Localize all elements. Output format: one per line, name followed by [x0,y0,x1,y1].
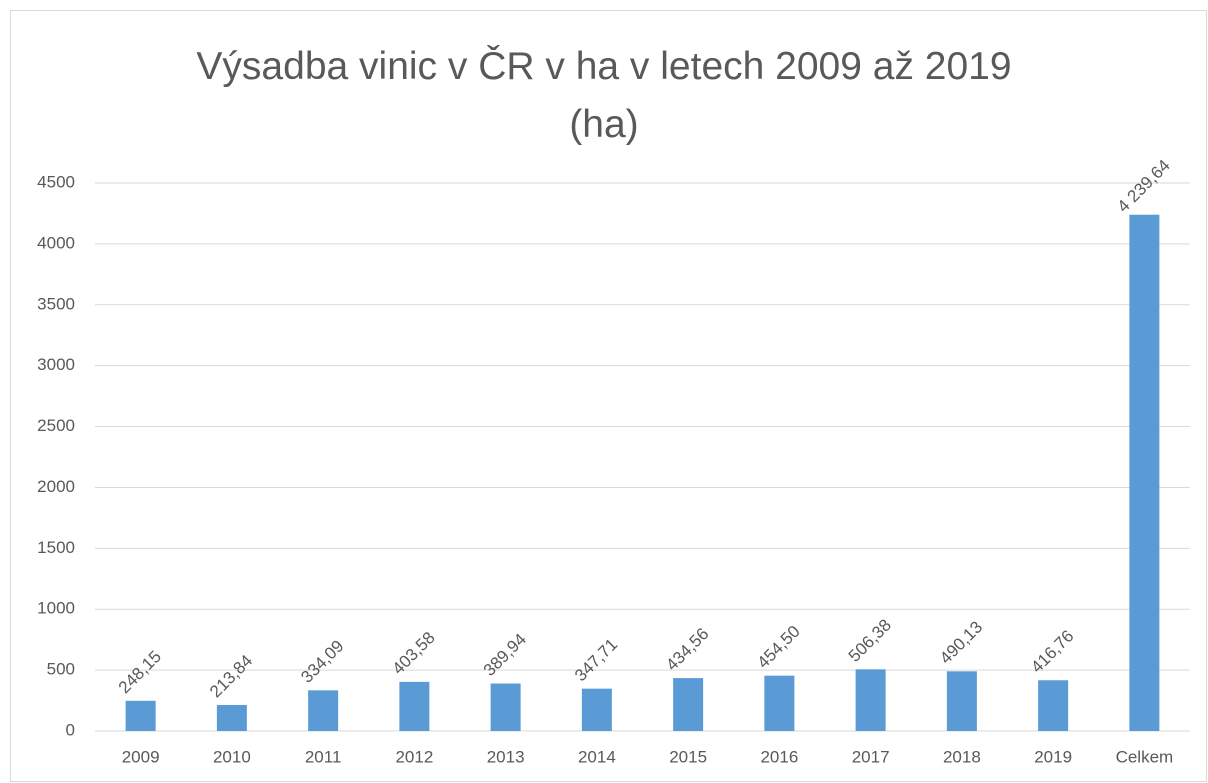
bar [399,681,430,731]
bar [764,675,795,731]
bar [125,700,156,731]
bar [490,683,521,731]
bar [1038,680,1069,731]
bar [673,678,704,731]
y-tick-label: 500 [47,660,75,679]
x-tick-label: 2009 [122,747,160,766]
y-tick-label: 3000 [37,355,75,374]
x-tick-label: 2017 [852,747,890,766]
y-tick-label: 0 [66,720,75,739]
y-tick-label: 1500 [37,538,75,557]
x-tick-label: 2015 [669,747,707,766]
y-tick-label: 3500 [37,294,75,313]
bar [216,704,247,731]
x-tick-label: 2010 [213,747,251,766]
x-tick-label: 2018 [943,747,981,766]
x-tick-label: 2019 [1034,747,1072,766]
x-tick-label: Celkem [1116,747,1174,766]
y-tick-label: 4500 [37,172,75,191]
x-tick-label: 2013 [487,747,525,766]
bar [855,669,886,731]
bar [581,688,612,731]
y-tick-label: 1000 [37,599,75,618]
y-tick-label: 2000 [37,477,75,496]
chart-border [10,10,1207,782]
bar [946,671,977,731]
y-tick-label: 2500 [37,416,75,435]
y-tick-label: 4000 [37,233,75,252]
x-tick-label: 2012 [395,747,433,766]
x-tick-label: 2011 [305,747,342,766]
bar [308,690,339,731]
bar [1129,214,1160,731]
x-tick-label: 2016 [760,747,798,766]
chart-title: Výsadba vinic v ČR v ha v letech 2009 až… [196,45,1012,146]
x-tick-label: 2014 [578,747,616,766]
